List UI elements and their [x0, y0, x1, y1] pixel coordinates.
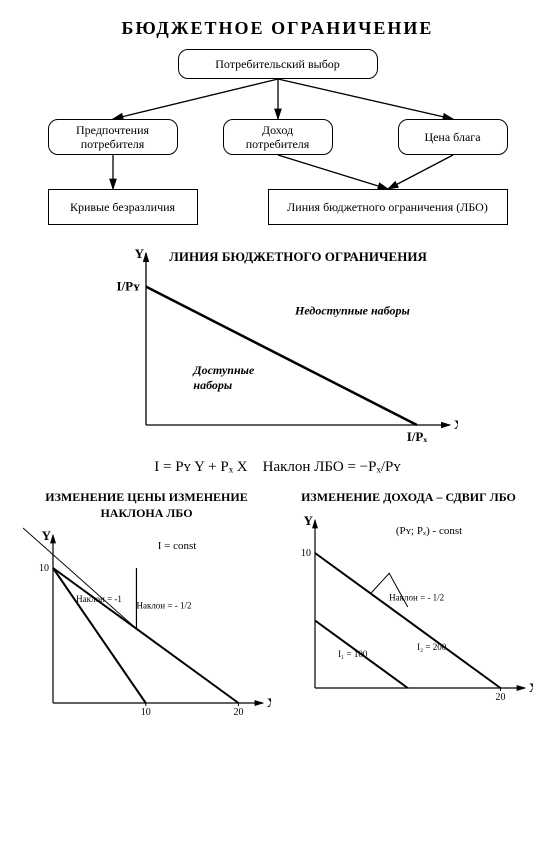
svg-text:10: 10	[39, 563, 49, 574]
svg-text:(Pʏ; Pₓ) - const: (Pʏ; Pₓ) - const	[395, 525, 461, 537]
svg-text:Наклон = - 1/2: Наклон = - 1/2	[389, 592, 444, 602]
svg-text:I/Pₓ: I/Pₓ	[406, 429, 427, 444]
svg-text:20: 20	[495, 692, 505, 703]
flow-node-indif: Кривые безразличия	[48, 189, 198, 225]
svg-text:Y: Y	[303, 513, 313, 528]
svg-text:Наклон = - 1/2: Наклон = - 1/2	[136, 601, 191, 611]
svg-text:Y: Y	[134, 246, 144, 261]
flow-node-lbo: Линия бюджетного ограничения (ЛБО)	[268, 189, 508, 225]
svg-text:Доступные: Доступные	[192, 363, 255, 377]
svg-text:ЛИНИЯ БЮДЖЕТНОГО ОГРАНИЧЕНИЯ: ЛИНИЯ БЮДЖЕТНОГО ОГРАНИЧЕНИЯ	[169, 249, 427, 264]
svg-text:20: 20	[233, 707, 243, 718]
equation: I = Pʏ Y + Pₓ X Наклон ЛБО = −Pₓ/Pʏ	[10, 459, 545, 476]
chart-income-change: ИЗМЕНЕНИЕ ДОХОДА – СДВИГ ЛБО YX(Pʏ; Pₓ) …	[285, 490, 533, 727]
flow-node-inc: Доход потребителя	[223, 119, 333, 155]
svg-text:Недоступные наборы: Недоступные наборы	[294, 303, 410, 317]
svg-text:X: X	[529, 680, 533, 695]
page-title: БЮДЖЕТНОЕ ОГРАНИЧЕНИЕ	[10, 18, 545, 39]
flowchart: Потребительский выбор Предпочтения потреб…	[28, 49, 528, 239]
svg-text:I₁ = 100: I₁ = 100	[338, 649, 368, 659]
svg-text:Y: Y	[41, 528, 51, 543]
svg-text:X: X	[267, 695, 271, 710]
svg-text:I = const: I = const	[157, 540, 196, 552]
chart-price-change: ИЗМЕНЕНИЕ ЦЕНЫ ИЗМЕНЕНИЕ НАКЛОНА ЛБО YXI…	[23, 490, 271, 727]
svg-text:I/Pʏ: I/Pʏ	[116, 279, 140, 294]
svg-text:наборы: наборы	[193, 378, 232, 392]
flow-node-root: Потребительский выбор	[178, 49, 378, 79]
svg-text:10: 10	[140, 707, 150, 718]
svg-text:X: X	[454, 417, 458, 432]
svg-text:I₂ = 200: I₂ = 200	[417, 642, 447, 652]
chart-budget-line: Y X ЛИНИЯ БЮДЖЕТНОГО ОГРАНИЧЕНИЯ I/Pʏ I/Pₓ Не…	[98, 245, 458, 455]
svg-text:10: 10	[301, 548, 311, 559]
flow-node-price: Цена блага	[398, 119, 508, 155]
flow-node-pref: Предпочтения потребителя	[48, 119, 178, 155]
